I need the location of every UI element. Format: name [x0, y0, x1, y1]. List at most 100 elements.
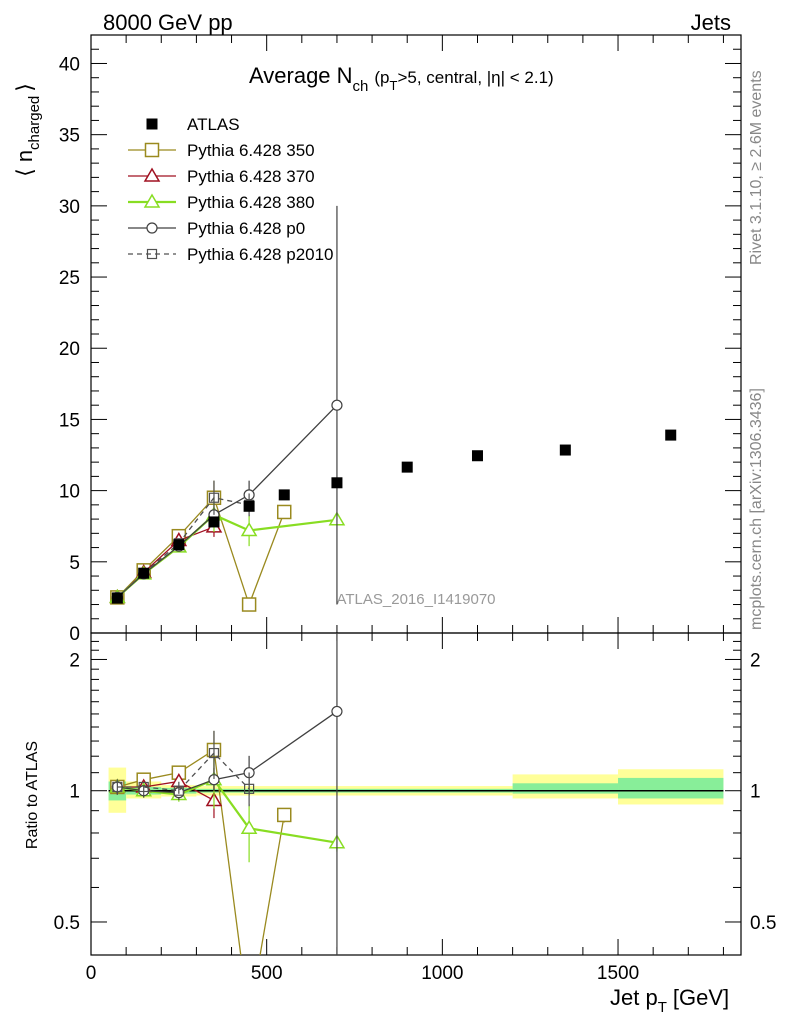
x-axis-title: Jet pT [GeV] — [610, 985, 729, 1016]
x-tick-label: 1000 — [421, 963, 463, 984]
legend-entry: Pythia 6.428 380 — [128, 193, 315, 212]
series-line — [116, 404, 338, 598]
main-ylabel: ⟨ ncharged ⟩ — [12, 83, 43, 177]
ratio-y-tick-label-right: 2 — [750, 650, 761, 671]
data-point — [240, 521, 258, 537]
legend-entry: ATLAS — [146, 115, 240, 134]
series-pythia-6-428-p0 — [111, 205, 343, 605]
ratio-band-green — [618, 777, 724, 799]
main-y-tick-label: 35 — [59, 126, 80, 147]
ratio-point — [112, 781, 123, 793]
ylabel-open: ⟨ n — [12, 150, 37, 177]
ratio-y-tick-label: 1 — [69, 782, 80, 803]
ratio-y-tick-label: 0.5 — [54, 913, 80, 934]
ratio-point — [244, 783, 255, 794]
x-tick-label: 0 — [86, 963, 97, 984]
legend-marker — [143, 167, 161, 182]
main-axis-ticks — [90, 34, 741, 634]
ratio-point — [331, 705, 343, 718]
main-y-zero-label: 0 — [69, 624, 80, 645]
ratio-point — [276, 807, 292, 823]
ratio-point — [208, 747, 220, 759]
main-y-tick-label: 30 — [59, 197, 80, 218]
main-y-tick-label: 5 — [69, 553, 80, 574]
ratio-line — [117, 752, 250, 792]
header-right: Jets — [691, 10, 731, 35]
series-line — [116, 513, 338, 599]
ratio-series-layer — [109, 633, 346, 955]
main-panel: 5 10 15 20 25 30 35 40 0 ⟨ ncharged ⟩ Average Nc… — [12, 34, 742, 645]
main-y-tick-labels: 5 10 15 20 25 30 35 40 — [59, 54, 80, 573]
legend-entry: Pythia 6.428 350 — [128, 141, 315, 160]
data-point — [241, 597, 257, 612]
watermark: ATLAS_2016_I1419070 — [336, 591, 495, 608]
legend-marker — [146, 222, 158, 234]
series-line — [116, 526, 215, 598]
main-y-tick-label: 20 — [59, 339, 80, 360]
legend-entry: Pythia 6.428 370 — [128, 167, 315, 186]
title-rest: (p — [374, 68, 389, 87]
data-point — [173, 539, 185, 551]
data-point — [111, 592, 123, 604]
data-point — [331, 477, 343, 489]
data-point — [208, 492, 220, 503]
legend-marker — [144, 142, 160, 158]
title-rest2: >5, central, |η| < 2.1) — [397, 68, 553, 87]
legend-label: Pythia 6.428 370 — [187, 167, 315, 186]
series-pythia-6-428-380 — [109, 497, 346, 604]
x-tick-label: 1500 — [597, 963, 639, 984]
ratio-axis-ticks — [90, 633, 741, 955]
main-y-tick-label: 15 — [59, 410, 80, 431]
ratio-bands — [108, 767, 724, 813]
ratio-y-tick-label: 2 — [69, 650, 80, 671]
ratio-frame — [90, 632, 742, 956]
ylabel-sub: charged — [26, 96, 43, 150]
xlabel-rest: [GeV] — [673, 985, 729, 1010]
ratio-y-tick-label-right: 0.5 — [750, 913, 776, 934]
series-line — [116, 496, 285, 607]
ratio-ylabel: Ratio to ATLAS — [24, 741, 41, 849]
ratio-point — [138, 781, 149, 793]
ratio-point — [240, 819, 258, 835]
main-y-tick-label: 40 — [59, 54, 80, 75]
header-left: 8000 GeV pp — [103, 10, 233, 35]
ratio-y-tick-labels: 0.5 1 2 — [54, 650, 80, 934]
legend-label: Pythia 6.428 350 — [187, 141, 315, 160]
legend: ATLAS Pythia 6.428 350 Pythia 6.428 370 Pyt… — [128, 115, 334, 264]
side-label-top: Rivet 3.1.10, ≥ 2.6M events — [748, 70, 765, 265]
svg-text:⟨ ncharged⟩: ⟨ ncharged ⟩ — [12, 83, 43, 177]
data-point — [665, 429, 677, 441]
ratio-point — [173, 785, 184, 796]
main-series-layer — [109, 205, 677, 612]
xlabel-main: Jet p — [610, 985, 658, 1010]
legend-entry: Pythia 6.428 p2010 — [128, 245, 334, 264]
title-sub2: T — [390, 78, 398, 93]
main-title: Average Nch (pT>5, central, |η| < 2.1) — [249, 63, 554, 95]
ratio-y-tick-label-right: 1 — [750, 782, 761, 803]
series-pythia-6-428-350 — [110, 480, 292, 612]
main-y-tick-label: 10 — [59, 482, 80, 503]
xlabel-sub: T — [658, 999, 667, 1016]
data-point — [559, 444, 571, 456]
data-point — [278, 489, 290, 501]
data-point — [138, 567, 150, 579]
title-sub: ch — [353, 78, 369, 95]
legend-marker — [146, 248, 158, 260]
legend-entry: Pythia 6.428 p0 — [128, 219, 305, 238]
data-point — [471, 450, 483, 462]
data-point — [276, 504, 292, 520]
ylabel-close: ⟩ — [12, 83, 37, 92]
data-point — [401, 461, 413, 473]
x-tick-labels: 0 500 1000 1500 — [86, 963, 639, 984]
legend-label: ATLAS — [187, 115, 240, 134]
legend-label: Pythia 6.428 p0 — [187, 219, 305, 238]
legend-label: Pythia 6.428 p2010 — [187, 245, 334, 264]
data-point — [243, 500, 255, 512]
side-label-bottom: mcplots.cern.ch [arXiv:1306.3436] — [748, 388, 765, 630]
title-main: Average N — [249, 63, 353, 88]
x-tick-label: 500 — [251, 963, 283, 984]
ratio-series-pythia-6-428-p2010 — [112, 730, 255, 807]
ratio-panel: 0.512 0.512 0 500 1000 1500 Ratio to ATLAS … — [24, 632, 776, 1016]
legend-label: Pythia 6.428 380 — [187, 193, 315, 212]
